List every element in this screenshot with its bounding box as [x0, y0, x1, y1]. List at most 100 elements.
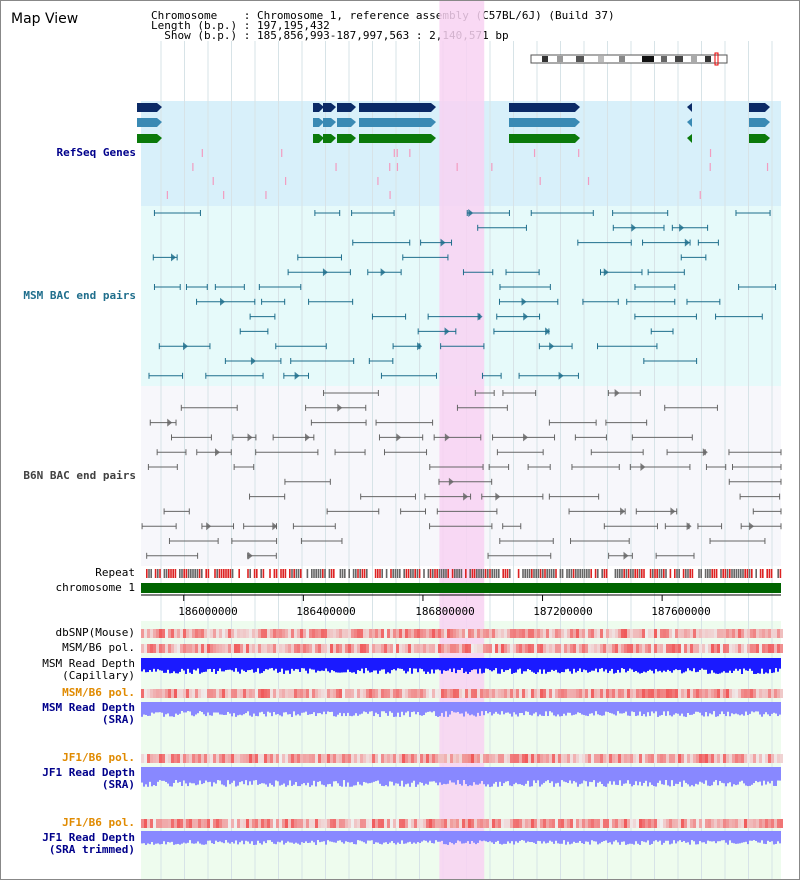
jf1-depth-trimmed-bar — [181, 831, 183, 844]
dbsnp-cell — [624, 629, 627, 638]
msm-b6-pol-cell — [582, 644, 585, 653]
msm-b6-pol-cell — [546, 644, 549, 653]
msm-depth-sra-bar — [201, 702, 203, 713]
track-label-jf1-b6-pol-1[interactable]: JF1/B6 pol. — [62, 751, 135, 764]
msm-b6-pol-sra-cell — [528, 689, 531, 698]
msm-b6-pol-cell — [771, 644, 774, 653]
track-label-msm-depth-capillary[interactable]: MSM Read Depth (Capillary) — [42, 657, 135, 682]
track-label-jf1-depth-sra[interactable]: JF1 Read Depth (SRA) — [42, 766, 135, 791]
jf1-depth-trimmed-bar — [259, 831, 261, 844]
repeat-element — [394, 569, 397, 578]
msm-b6-pol-sra-cell — [237, 689, 240, 698]
jf1-depth-trimmed-bar — [201, 831, 203, 845]
msm-b6-pol-sra-cell — [522, 689, 525, 698]
repeat-element — [262, 569, 265, 578]
jf1-b6-pol-cell — [582, 754, 585, 763]
jf1-depth-trimmed-bar — [237, 831, 239, 845]
msm-b6-pol-cell — [168, 644, 171, 653]
jf1-b6-pol-trim-cell — [714, 819, 717, 828]
msm-b6-pol-cell — [312, 644, 315, 653]
msm-b6-pol-sra-cell — [573, 689, 576, 698]
msm-depth-sra-bar — [187, 702, 189, 712]
msm-depth-sra-bar — [483, 702, 485, 716]
msm-depth-capillary-bar — [529, 658, 531, 670]
jf1-depth-sra-bar — [623, 767, 625, 784]
repeat-element — [700, 569, 702, 578]
msm-b6-pol-sra-cell — [678, 689, 681, 698]
dbsnp-cell — [162, 629, 165, 638]
track-label-jf1-b6-pol-2[interactable]: JF1/B6 pol. — [62, 816, 135, 829]
track-label-b6n-bac[interactable]: B6N BAC end pairs — [23, 469, 136, 482]
jf1-depth-trimmed-bar — [251, 831, 253, 842]
repeat-element — [504, 569, 507, 578]
jf1-depth-trimmed-bar — [531, 831, 533, 843]
track-label-chromosome[interactable]: chromosome 1 — [55, 581, 135, 594]
jf1-depth-sra-bar — [661, 767, 663, 785]
dbsnp-cell — [249, 629, 252, 638]
track-label-msm-b6-pol-1[interactable]: MSM/B6 pol. — [62, 641, 135, 654]
track-label-msm-depth-sra[interactable]: MSM Read Depth (SRA) — [42, 701, 135, 726]
track-label-msm-bac[interactable]: MSM BAC end pairs — [23, 289, 136, 302]
jf1-depth-sra-bar — [427, 767, 429, 785]
msm-depth-sra-bar — [473, 702, 475, 716]
msm-b6-pol-cell — [486, 644, 489, 653]
jf1-depth-trimmed-bar — [459, 831, 461, 842]
track-label-dbsnp[interactable]: dbSNP(Mouse) — [55, 626, 135, 639]
dbsnp-cell — [144, 629, 147, 638]
msm-depth-sra-bar — [147, 702, 149, 716]
msm-depth-capillary-bar — [159, 658, 161, 671]
msm-b6-pol-sra-cell — [369, 689, 372, 698]
msm-depth-capillary-bar — [245, 658, 247, 673]
dbsnp-cell — [189, 629, 192, 638]
jf1-b6-pol-cell — [636, 754, 639, 763]
jf1-depth-trimmed-bar — [159, 831, 161, 845]
track-label-refseq[interactable]: RefSeq Genes — [56, 146, 136, 159]
msm-depth-sra-bar — [451, 702, 453, 712]
dbsnp-cell — [750, 629, 753, 638]
track-label-msm-b6-pol-2[interactable]: MSM/B6 pol. — [62, 686, 135, 699]
msm-depth-sra-bar — [263, 702, 265, 715]
jf1-b6-pol-cell — [288, 754, 291, 763]
jf1-b6-pol-trim-cell — [447, 819, 450, 828]
msm-depth-capillary-bar — [747, 658, 749, 671]
jf1-depth-trimmed-bar — [533, 831, 535, 843]
repeat-element — [526, 569, 529, 578]
jf1-depth-sra-bar — [563, 767, 565, 782]
msm-depth-sra-bar — [667, 702, 669, 712]
track-label-jf1-depth-trimmed[interactable]: JF1 Read Depth (SRA trimmed) — [42, 831, 135, 856]
msm-b6-pol-sra-cell — [408, 689, 411, 698]
jf1-b6-pol-cell — [222, 754, 225, 763]
track-label-repeat[interactable]: Repeat — [95, 566, 135, 579]
msm-b6-pol-cell — [216, 644, 219, 653]
msm-depth-sra-bar — [731, 702, 733, 714]
msm-depth-sra-bar — [585, 702, 587, 716]
jf1-b6-pol-cell — [513, 754, 516, 763]
jf1-depth-sra-bar — [685, 767, 687, 783]
jf1-b6-pol-cell — [711, 754, 714, 763]
jf1-b6-pol-trim-cell — [492, 819, 495, 828]
msm-depth-capillary-bar — [319, 658, 321, 672]
msm-depth-capillary-bar — [345, 658, 347, 673]
msm-bac-end-arrow — [558, 371, 564, 380]
b6n-bac-end-arrow — [272, 522, 278, 531]
jf1-depth-sra-bar — [305, 767, 307, 786]
jf1-depth-trimmed-bar — [189, 831, 191, 841]
jf1-depth-sra-bar — [361, 767, 363, 786]
jf1-b6-pol-trim-cell — [192, 819, 195, 828]
jf1-depth-sra-bar — [593, 767, 595, 781]
msm-b6-pol-sra-cell — [294, 689, 297, 698]
jf1-b6-pol-cell — [543, 754, 546, 763]
msm-b6-pol-sra-cell — [612, 689, 615, 698]
msm-b6-pol-cell — [639, 644, 642, 653]
msm-depth-capillary-bar — [253, 658, 255, 673]
msm-b6-pol-sra-cell — [153, 689, 156, 698]
dbsnp-cell — [474, 629, 477, 638]
msm-depth-capillary-bar — [669, 658, 671, 672]
jf1-b6-pol-cell — [387, 754, 390, 763]
jf1-depth-trimmed-bar — [353, 831, 355, 845]
dbsnp-cell — [570, 629, 573, 638]
repeat-element — [487, 569, 489, 578]
jf1-depth-trimmed-bar — [491, 831, 493, 843]
dbsnp-cell — [480, 629, 483, 638]
